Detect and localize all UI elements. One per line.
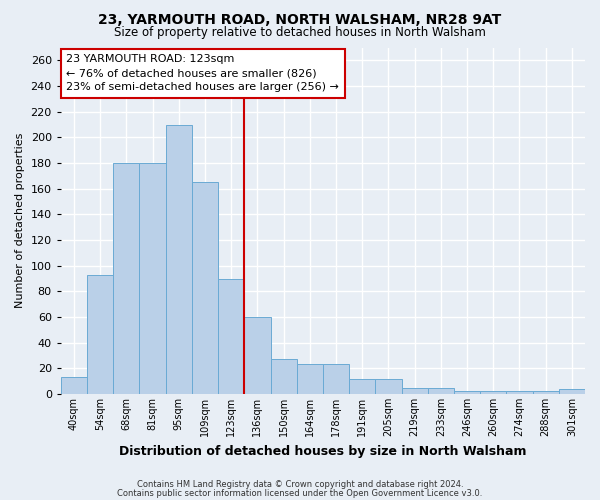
- Text: 23 YARMOUTH ROAD: 123sqm
← 76% of detached houses are smaller (826)
23% of semi-: 23 YARMOUTH ROAD: 123sqm ← 76% of detach…: [66, 54, 339, 92]
- Y-axis label: Number of detached properties: Number of detached properties: [15, 133, 25, 308]
- Bar: [139, 163, 166, 394]
- Bar: [192, 182, 218, 394]
- Bar: [271, 360, 297, 394]
- Bar: [454, 392, 480, 394]
- Bar: [428, 388, 454, 394]
- Bar: [376, 378, 401, 394]
- Text: 23, YARMOUTH ROAD, NORTH WALSHAM, NR28 9AT: 23, YARMOUTH ROAD, NORTH WALSHAM, NR28 9…: [98, 12, 502, 26]
- Bar: [323, 364, 349, 394]
- Bar: [533, 392, 559, 394]
- Bar: [401, 388, 428, 394]
- Text: Size of property relative to detached houses in North Walsham: Size of property relative to detached ho…: [114, 26, 486, 39]
- Bar: [61, 378, 87, 394]
- Bar: [113, 163, 139, 394]
- Text: Contains public sector information licensed under the Open Government Licence v3: Contains public sector information licen…: [118, 488, 482, 498]
- X-axis label: Distribution of detached houses by size in North Walsham: Distribution of detached houses by size …: [119, 444, 527, 458]
- Bar: [87, 274, 113, 394]
- Text: Contains HM Land Registry data © Crown copyright and database right 2024.: Contains HM Land Registry data © Crown c…: [137, 480, 463, 489]
- Bar: [297, 364, 323, 394]
- Bar: [506, 392, 533, 394]
- Bar: [559, 389, 585, 394]
- Bar: [166, 124, 192, 394]
- Bar: [349, 378, 376, 394]
- Bar: [218, 278, 244, 394]
- Bar: [244, 317, 271, 394]
- Bar: [480, 392, 506, 394]
